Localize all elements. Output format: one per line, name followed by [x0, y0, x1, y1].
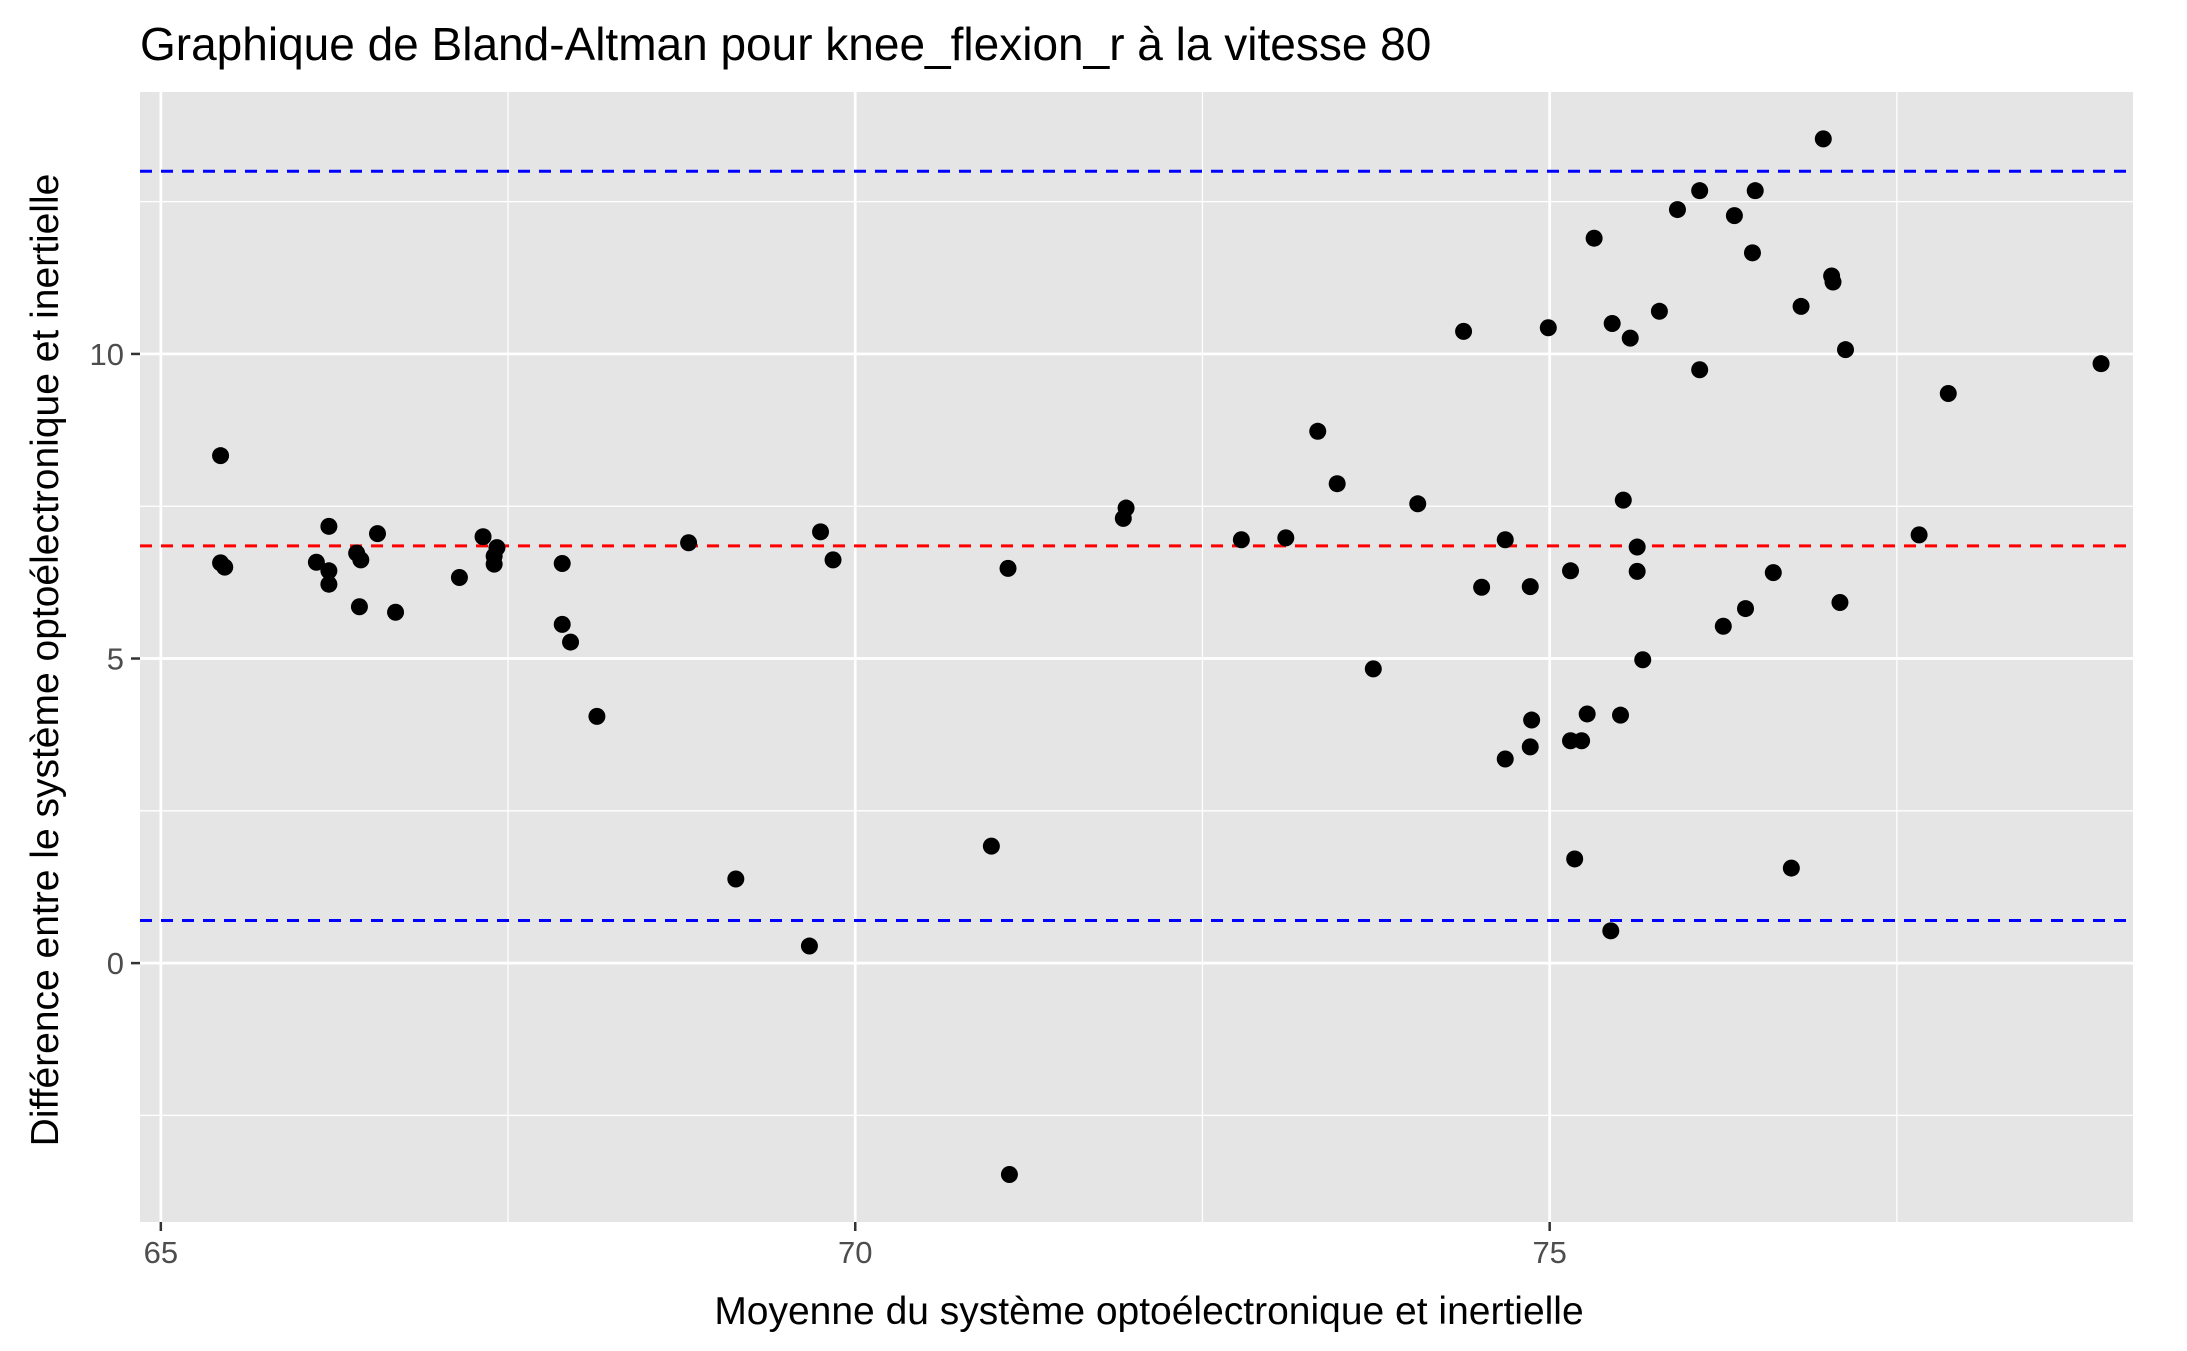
- chart-title: Graphique de Bland-Altman pour knee_flex…: [140, 18, 1431, 70]
- data-point: [1910, 526, 1928, 544]
- data-point: [1824, 273, 1842, 291]
- data-point: [1585, 229, 1603, 247]
- data-point: [1650, 302, 1668, 320]
- data-point: [1277, 529, 1295, 547]
- data-point: [999, 559, 1017, 577]
- data-point: [1539, 319, 1557, 337]
- data-point: [1573, 732, 1591, 750]
- data-point: [212, 447, 230, 465]
- data-point: [562, 633, 580, 651]
- data-point: [450, 569, 468, 587]
- data-point: [1746, 182, 1764, 200]
- data-point: [680, 534, 698, 552]
- data-point: [350, 598, 368, 616]
- minor-gridlines: [140, 92, 2133, 1222]
- x-tick-label: 65: [144, 1235, 178, 1270]
- data-point: [1117, 499, 1135, 517]
- x-axis-label: Moyenne du système optoélectronique et i…: [714, 1290, 1583, 1333]
- data-point: [1634, 651, 1652, 669]
- data-point: [1473, 578, 1491, 596]
- data-point: [352, 551, 370, 569]
- data-point: [1725, 207, 1743, 225]
- y-axis-ticks: 0 5 10: [90, 337, 140, 981]
- data-point: [1455, 322, 1473, 340]
- data-point: [1364, 660, 1382, 678]
- data-point: [1743, 244, 1761, 262]
- data-point: [1603, 314, 1621, 332]
- data-point: [2092, 355, 2110, 373]
- x-tick-label: 70: [838, 1235, 872, 1270]
- data-point: [1496, 750, 1514, 768]
- data-point: [216, 558, 234, 576]
- data-point: [320, 562, 338, 580]
- data-point: [1939, 385, 1957, 403]
- plot-panel: [140, 92, 2133, 1222]
- data-point: [727, 870, 745, 888]
- data-point: [1691, 361, 1709, 379]
- data-point: [1764, 564, 1782, 582]
- data-point: [1309, 422, 1327, 440]
- y-tick-label: 0: [107, 946, 124, 981]
- data-point: [1232, 531, 1250, 549]
- data-point: [982, 837, 1000, 855]
- data-point: [1578, 705, 1596, 723]
- data-point: [553, 615, 571, 633]
- data-point: [1831, 593, 1849, 611]
- data-point: [1621, 329, 1639, 347]
- data-point: [1328, 475, 1346, 493]
- data-point: [1814, 130, 1832, 148]
- data-point: [1409, 495, 1427, 513]
- x-axis-ticks: 65 70 75: [144, 1222, 1567, 1270]
- y-tick-label: 5: [107, 642, 124, 677]
- reference-lines: [140, 169, 2133, 922]
- data-point: [320, 575, 338, 593]
- data-point: [1612, 706, 1630, 724]
- data-point: [1668, 201, 1686, 219]
- data-point: [387, 603, 405, 621]
- major-gridlines: [140, 92, 2133, 1222]
- x-tick-label: 75: [1532, 1235, 1566, 1270]
- data-point: [1521, 738, 1539, 756]
- y-axis-label: Différence entre le système optoélectron…: [24, 174, 67, 1147]
- data-point: [1562, 562, 1580, 580]
- data-point: [1792, 297, 1810, 315]
- data-point: [320, 517, 338, 535]
- data-point: [1614, 491, 1632, 509]
- data-point: [1737, 600, 1755, 618]
- data-point: [1837, 341, 1855, 359]
- data-point: [1602, 922, 1620, 940]
- data-points: [212, 130, 2110, 1183]
- data-point: [474, 528, 492, 546]
- data-point: [1782, 859, 1800, 877]
- data-point: [1628, 538, 1646, 556]
- data-point: [1714, 617, 1732, 635]
- data-point: [588, 707, 606, 725]
- data-point: [1000, 1165, 1018, 1183]
- data-point: [1691, 182, 1709, 200]
- data-point: [800, 937, 818, 955]
- data-point: [824, 551, 842, 569]
- data-point: [1521, 578, 1539, 596]
- data-point: [1628, 562, 1646, 580]
- data-point: [368, 525, 386, 543]
- y-tick-label: 10: [90, 337, 124, 372]
- data-point: [1523, 711, 1541, 729]
- data-point: [553, 554, 571, 572]
- data-point: [488, 539, 506, 557]
- data-point: [307, 553, 325, 571]
- data-point: [1496, 531, 1514, 549]
- data-point: [812, 523, 830, 541]
- data-point: [485, 555, 503, 573]
- data-point: [1566, 850, 1584, 868]
